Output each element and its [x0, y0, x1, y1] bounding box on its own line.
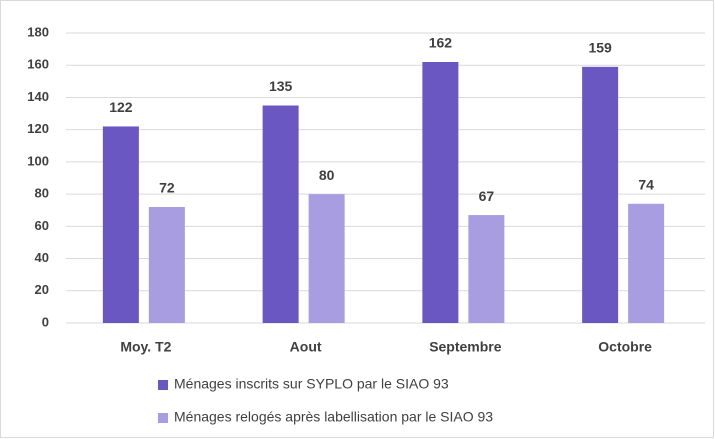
- data-label: 74: [638, 176, 654, 192]
- y-tick-label: 20: [35, 282, 49, 297]
- data-label: 122: [109, 99, 133, 115]
- x-tick-label: Aout: [290, 339, 322, 355]
- y-tick-label: 0: [42, 314, 49, 329]
- x-tick-label: Octobre: [598, 339, 652, 355]
- y-tick-label: 120: [27, 121, 49, 136]
- legend-label: Ménages inscrits sur SYPLO par le SIAO 9…: [174, 376, 449, 392]
- y-tick-label: 100: [27, 153, 49, 168]
- data-label: 72: [159, 180, 175, 196]
- y-tick-label: 40: [35, 250, 49, 265]
- bar: [262, 105, 299, 323]
- y-tick-label: 80: [35, 186, 49, 201]
- data-label: 162: [429, 35, 453, 51]
- y-tick-label: 160: [27, 57, 49, 72]
- x-tick-label: Septembre: [429, 339, 502, 355]
- legend-swatch: [158, 380, 168, 390]
- legend-swatch: [158, 413, 168, 423]
- bar: [628, 203, 665, 323]
- bar: [422, 62, 459, 323]
- data-label: 135: [269, 78, 293, 94]
- data-label: 159: [588, 40, 612, 56]
- y-tick-label: 180: [27, 24, 49, 39]
- bar: [582, 66, 619, 323]
- bar: [308, 194, 345, 323]
- y-tick-label: 140: [27, 89, 49, 104]
- x-tick-label: Moy. T2: [120, 339, 171, 355]
- bar: [148, 207, 185, 323]
- data-label: 80: [319, 167, 335, 183]
- bar: [102, 126, 139, 323]
- legend-label: Ménages relogés après labellisation par …: [174, 409, 493, 425]
- y-tick-label: 60: [35, 218, 49, 233]
- data-label: 67: [479, 188, 495, 204]
- bar: [468, 215, 505, 323]
